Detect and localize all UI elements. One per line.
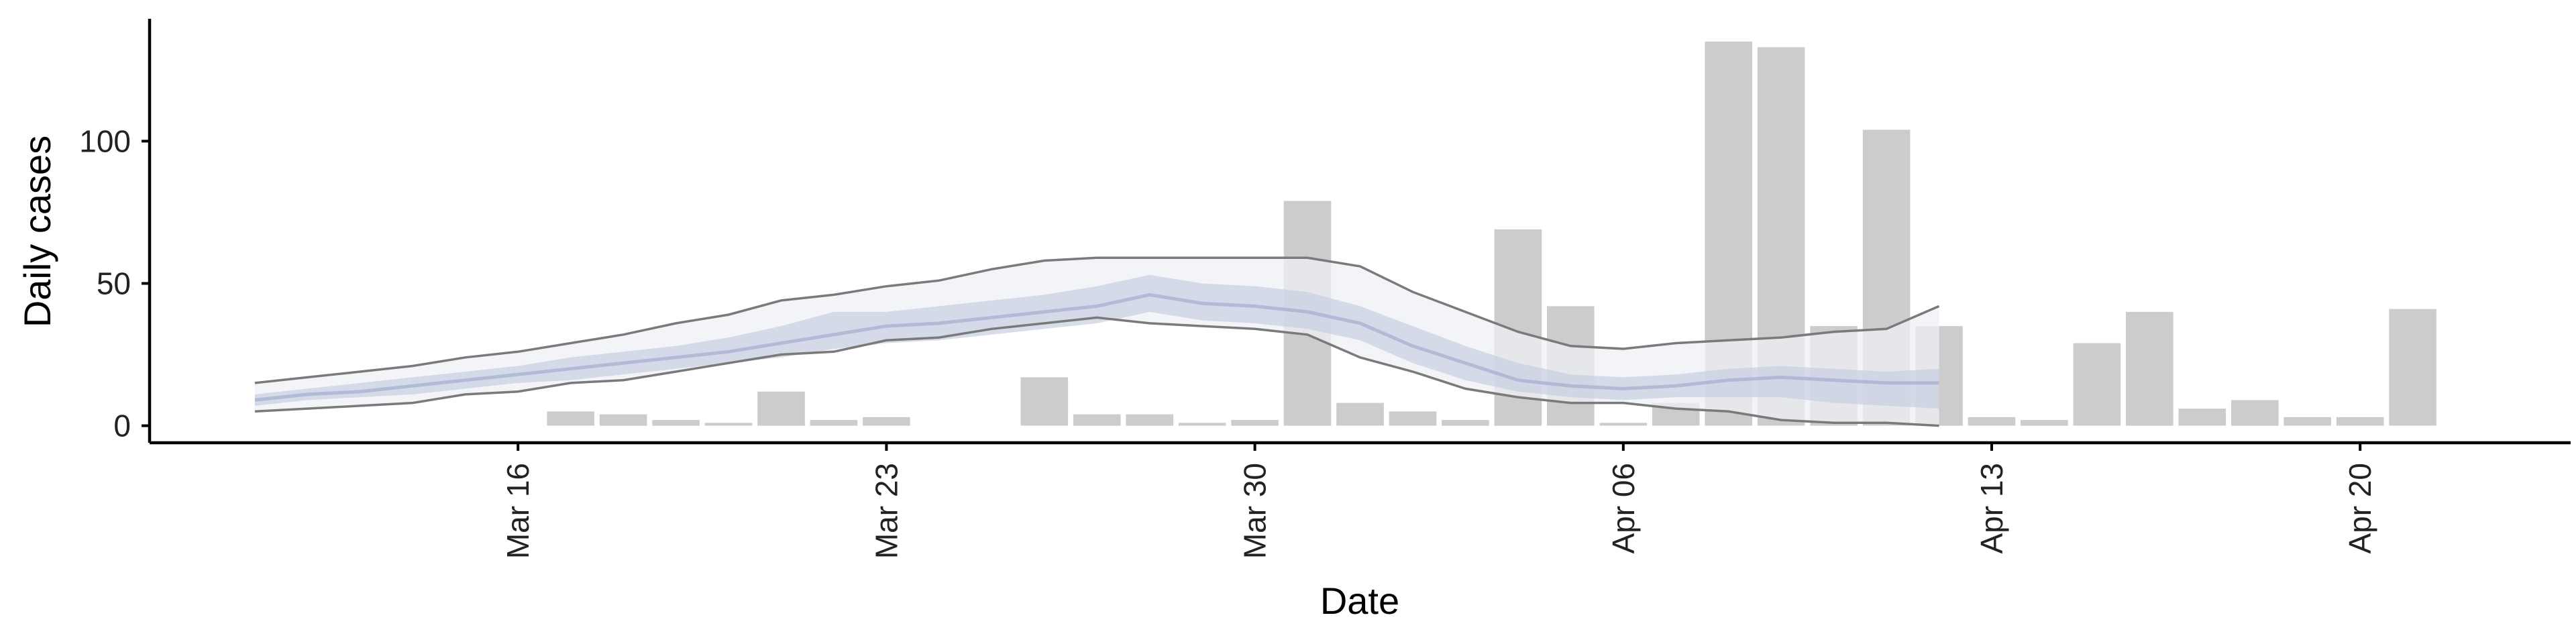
case-bar (1599, 423, 1648, 426)
upper-bound-line (254, 256, 1940, 384)
case-bar (1968, 417, 2016, 426)
case-bar (810, 420, 858, 426)
case-bar (2126, 311, 2174, 426)
case-bar (1178, 423, 1226, 426)
case-bar (547, 411, 594, 426)
x-tick-label: Apr 13 (1974, 463, 2009, 554)
case-bar (1442, 420, 1489, 426)
x-tick-label: Mar 23 (869, 463, 904, 559)
case-bar (599, 414, 647, 426)
case-bar (863, 417, 910, 426)
case-bar (1389, 411, 1437, 426)
inner-interval-band (254, 274, 1939, 409)
y-tick-label: 0 (113, 409, 131, 443)
case-bar (704, 423, 753, 426)
x-axis-title: Date (1320, 580, 1399, 622)
estimate-band-layer (254, 256, 1940, 427)
case-bar (1336, 402, 1384, 426)
case-bar (1073, 414, 1121, 426)
case-bar (2231, 400, 2279, 426)
case-bar (652, 420, 700, 426)
plot-area (254, 41, 2436, 427)
x-tick-label: Apr 06 (1606, 463, 1641, 554)
y-tick-label: 100 (79, 123, 131, 158)
y-axis-title: Daily cases (16, 136, 58, 327)
case-bar (2021, 420, 2068, 426)
case-bar (1020, 377, 1069, 426)
x-tick-label: Mar 16 (500, 463, 535, 559)
case-bar (2284, 417, 2331, 426)
x-tick-label: Apr 20 (2343, 463, 2377, 554)
case-bar (1126, 414, 1173, 426)
median-line (254, 292, 1939, 402)
case-bar (1231, 420, 1279, 426)
y-tick-label: 50 (97, 266, 131, 301)
case-bar (2389, 309, 2436, 426)
x-axis-ticks: Mar 16 Mar 23 Mar 30 Apr 06 Apr 13 Apr 20 (500, 443, 2377, 559)
x-tick-label: Mar 30 (1238, 463, 1273, 559)
case-bar (2073, 343, 2121, 426)
case-bar (757, 391, 805, 426)
case-bar (2336, 417, 2384, 426)
lower-bound-line (254, 316, 1939, 427)
y-axis-ticks: 0 50 100 (79, 123, 150, 443)
case-bar (2178, 409, 2226, 426)
